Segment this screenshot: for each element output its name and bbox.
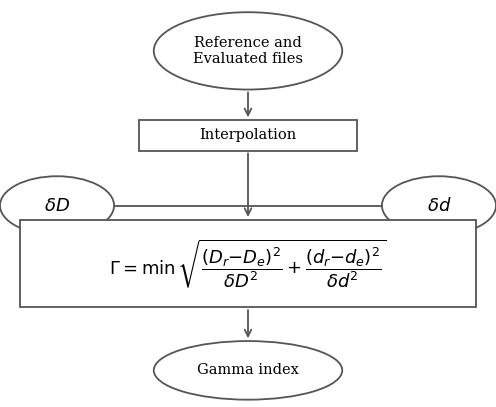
Text: Reference and
Evaluated files: Reference and Evaluated files — [193, 36, 303, 66]
Ellipse shape — [0, 176, 114, 235]
Ellipse shape — [382, 176, 496, 235]
FancyBboxPatch shape — [20, 220, 476, 307]
Text: Gamma index: Gamma index — [197, 363, 299, 377]
FancyBboxPatch shape — [139, 120, 357, 151]
Ellipse shape — [154, 12, 342, 90]
Text: Interpolation: Interpolation — [199, 128, 297, 142]
Text: $\Gamma = \mathrm{min}\,\sqrt{\dfrac{(D_r{-}D_e)^2}{\delta D^2}+\dfrac{(d_r{-}d_: $\Gamma = \mathrm{min}\,\sqrt{\dfrac{(D_… — [110, 237, 386, 290]
Ellipse shape — [154, 341, 342, 400]
Text: $\delta d$: $\delta d$ — [427, 197, 451, 214]
Text: $\delta D$: $\delta D$ — [44, 197, 70, 214]
